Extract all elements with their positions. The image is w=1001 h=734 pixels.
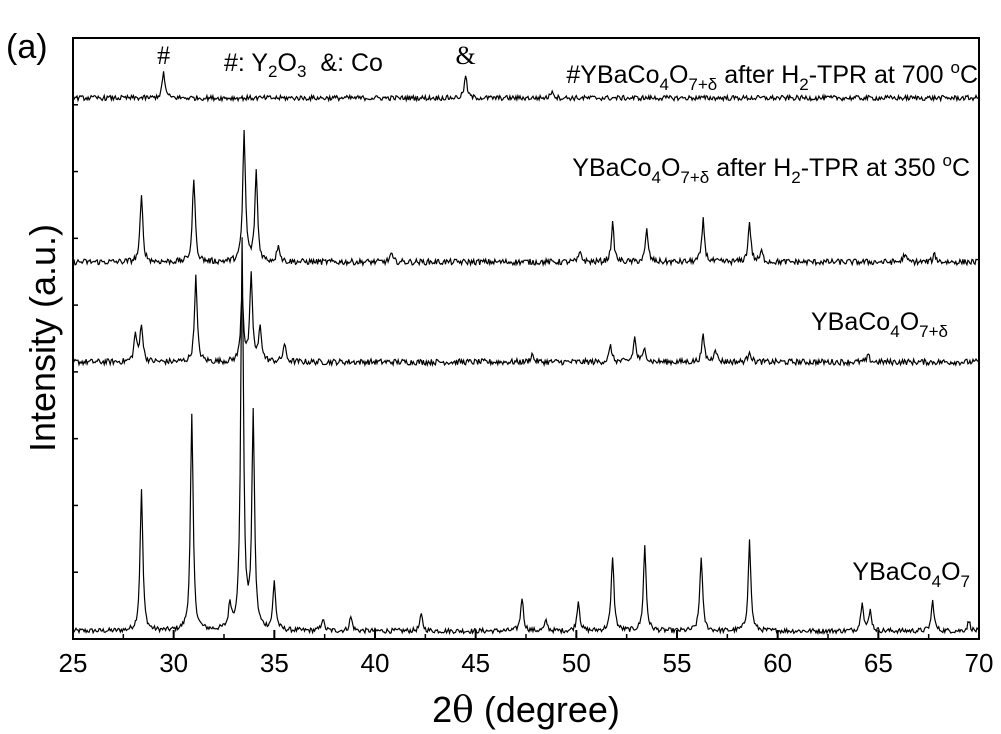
pattern-trace-2 — [72, 271, 980, 368]
series-label-4: #YBaCo4O7+δ after H2-TPR at 700 oC — [566, 58, 978, 94]
series-label-3: YBaCo4O7+δ after H2-TPR at 350 oC — [572, 151, 970, 187]
peak-marker-amp: & — [455, 41, 475, 70]
legend-sub-3: 3 — [297, 62, 306, 81]
x-axis-title: 2θ (degree) — [432, 689, 620, 731]
pattern-trace-3 — [72, 129, 980, 268]
plot-frame — [72, 37, 980, 640]
legend-sub-2: 2 — [268, 62, 277, 81]
series-labels: YBaCo4O7 YBaCo4O7+δ YBaCo4O7+δ after H2-TP… — [566, 58, 978, 591]
x-tick-label: 35 — [260, 648, 289, 678]
series-label-2: YBaCo4O7+δ — [811, 308, 948, 341]
series-label-1: YBaCo4O7 — [852, 558, 970, 591]
legend-hash-phase: : Y — [238, 49, 268, 77]
y-axis-title: Intensity (a.u.) — [22, 224, 63, 452]
x-tick-label: 25 — [59, 648, 88, 678]
x-tick-label: 65 — [864, 648, 893, 678]
pattern-trace-1 — [72, 237, 980, 636]
plot-area-border — [72, 37, 980, 640]
x-tick-label: 45 — [461, 648, 490, 678]
phase-legend: #: Y2O3 &: Co — [224, 49, 383, 81]
x-tick-label: 40 — [361, 648, 390, 678]
peak-markers: # & — [157, 41, 476, 70]
legend-amp-phase: : Co — [337, 49, 383, 77]
legend-amp-symbol: & — [320, 49, 337, 77]
x-tick-label: 50 — [562, 648, 591, 678]
series-group — [72, 71, 980, 636]
legend-oxygen: O — [278, 49, 297, 77]
panel-label: (a) — [6, 28, 48, 66]
x-axis-title-suffix: (degree) — [474, 689, 620, 730]
axis-ticks: 25 30 35 40 45 50 55 60 65 70 — [59, 104, 994, 678]
peak-marker-hash: # — [157, 41, 170, 70]
x-tick-label: 30 — [159, 648, 188, 678]
legend-hash-symbol: # — [224, 49, 238, 77]
x-axis-title-prefix: 2 — [432, 689, 452, 730]
x-tick-label: 70 — [965, 648, 994, 678]
x-tick-label: 60 — [763, 648, 792, 678]
x-tick-label: 55 — [663, 648, 692, 678]
pattern-trace-4 — [72, 71, 980, 103]
x-axis-title-theta: θ — [452, 690, 474, 731]
